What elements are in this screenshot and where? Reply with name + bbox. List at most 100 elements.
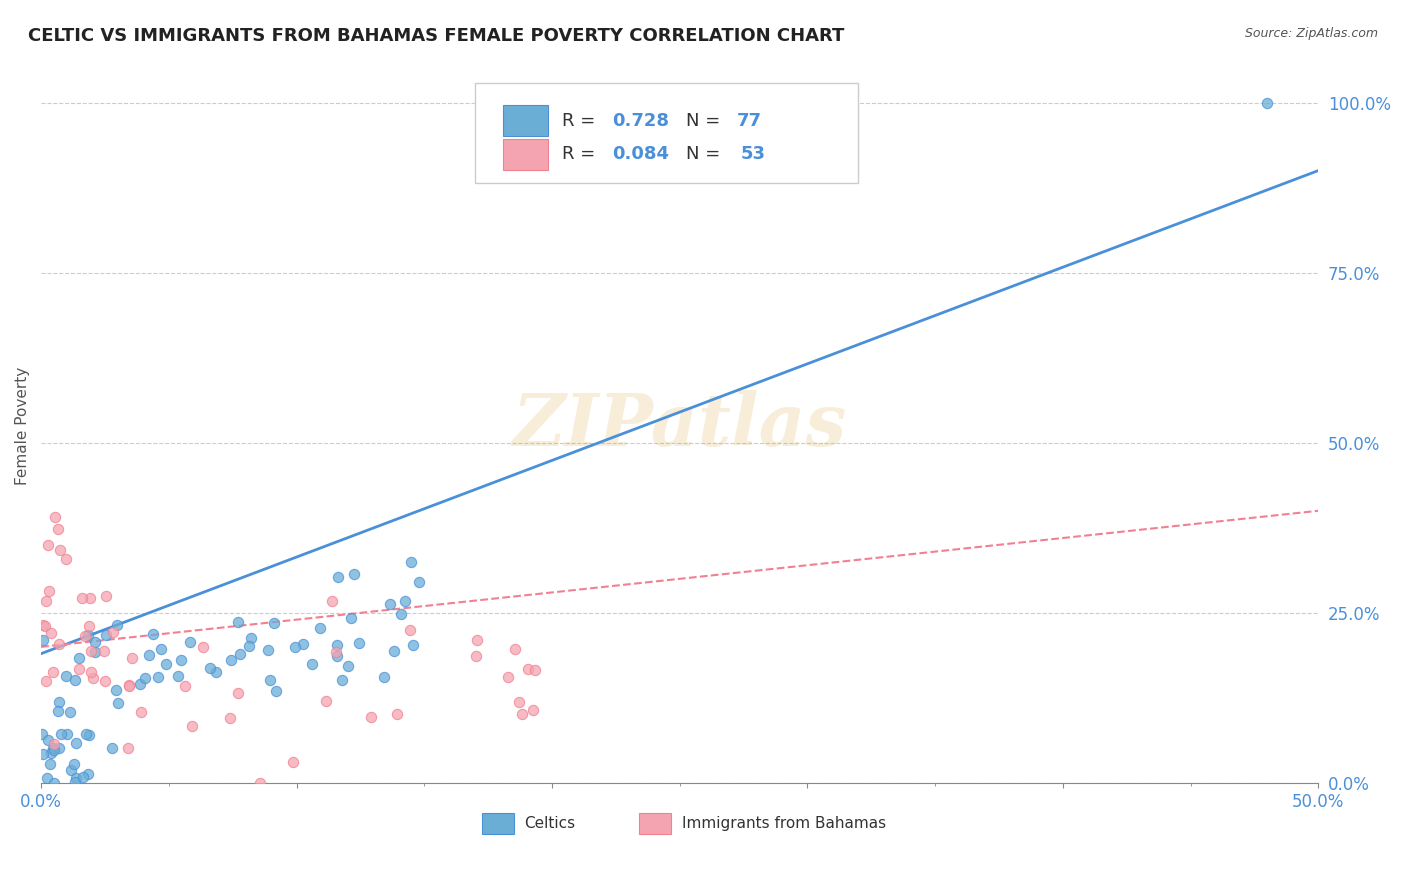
Point (325, 645, 347, 659)
Point (340, 611, 363, 625)
Point (117, 740, 139, 755)
Point (80, 665, 103, 680)
Point (34, 619, 56, 633)
Point (44, 776, 66, 790)
Point (342, 566, 364, 581)
Point (117, 679, 139, 693)
Point (67, 651, 90, 665)
Point (389, 607, 412, 622)
Point (134, 671, 156, 685)
Point (337, 659, 360, 673)
Point (325, 638, 347, 652)
Point (149, 641, 172, 656)
Point (39, 746, 62, 760)
Point (263, 615, 285, 630)
Point (505, 642, 527, 657)
Point (129, 676, 152, 690)
Text: 0.728: 0.728 (612, 112, 669, 129)
Point (65, 771, 87, 785)
Text: Celtics: Celtics (524, 816, 575, 831)
Text: R =: R = (562, 112, 602, 129)
Text: Immigrants from Bahamas: Immigrants from Bahamas (682, 816, 886, 831)
Point (79, 591, 101, 606)
Point (35, 594, 58, 608)
Y-axis label: Female Poverty: Female Poverty (15, 367, 30, 485)
Point (77, 728, 100, 742)
Point (330, 673, 353, 687)
Point (166, 669, 188, 683)
Point (394, 594, 416, 608)
Point (238, 640, 260, 654)
Point (408, 574, 430, 589)
Point (179, 634, 201, 648)
Point (138, 648, 160, 663)
Point (46, 522, 69, 536)
Point (63, 775, 86, 789)
Point (117, 678, 139, 692)
Point (63, 673, 86, 687)
Point (63, 757, 86, 772)
Point (105, 683, 128, 698)
Point (399, 624, 422, 638)
Point (465, 632, 488, 647)
Point (37, 537, 59, 551)
Text: R =: R = (562, 145, 602, 163)
FancyBboxPatch shape (482, 813, 513, 834)
Point (219, 653, 242, 667)
Point (284, 640, 307, 654)
Point (84, 644, 107, 658)
Point (101, 624, 124, 639)
Point (191, 640, 214, 654)
Text: Source: ZipAtlas.com: Source: ZipAtlas.com (1244, 27, 1378, 40)
Point (48, 637, 70, 651)
Point (249, 776, 271, 790)
Point (80, 644, 103, 658)
Point (259, 673, 281, 687)
Point (35, 772, 58, 786)
Point (510, 706, 533, 721)
Point (65, 736, 87, 750)
Point (55, 551, 77, 566)
Point (107, 696, 129, 710)
Point (94, 674, 117, 689)
Point (399, 555, 422, 569)
Point (146, 670, 169, 684)
Point (198, 661, 221, 675)
Point (226, 615, 249, 629)
FancyBboxPatch shape (503, 138, 548, 170)
Point (239, 631, 262, 645)
Point (264, 684, 287, 698)
Point (173, 679, 195, 693)
Point (44, 743, 66, 757)
Point (94, 589, 117, 603)
Point (315, 693, 337, 707)
Point (75, 727, 97, 741)
Point (301, 657, 323, 672)
Point (82, 671, 104, 685)
Point (56, 727, 79, 741)
Point (77, 767, 100, 781)
Point (498, 670, 520, 684)
Point (93, 644, 115, 658)
Point (76, 628, 98, 642)
Text: ZIPatlas: ZIPatlas (513, 390, 846, 461)
Point (155, 657, 177, 671)
Point (205, 665, 228, 680)
FancyBboxPatch shape (475, 83, 859, 183)
Point (72, 771, 94, 785)
Point (464, 649, 486, 664)
FancyBboxPatch shape (638, 813, 671, 834)
Point (360, 710, 382, 724)
Point (517, 662, 540, 676)
Point (96, 628, 118, 642)
Point (55, 669, 77, 683)
Point (508, 695, 530, 709)
Point (39, 756, 62, 771)
Point (326, 648, 349, 663)
FancyBboxPatch shape (503, 105, 548, 136)
Point (48, 741, 70, 756)
Point (42, 665, 65, 680)
Point (321, 593, 343, 607)
Point (309, 621, 332, 635)
Point (37, 733, 59, 747)
